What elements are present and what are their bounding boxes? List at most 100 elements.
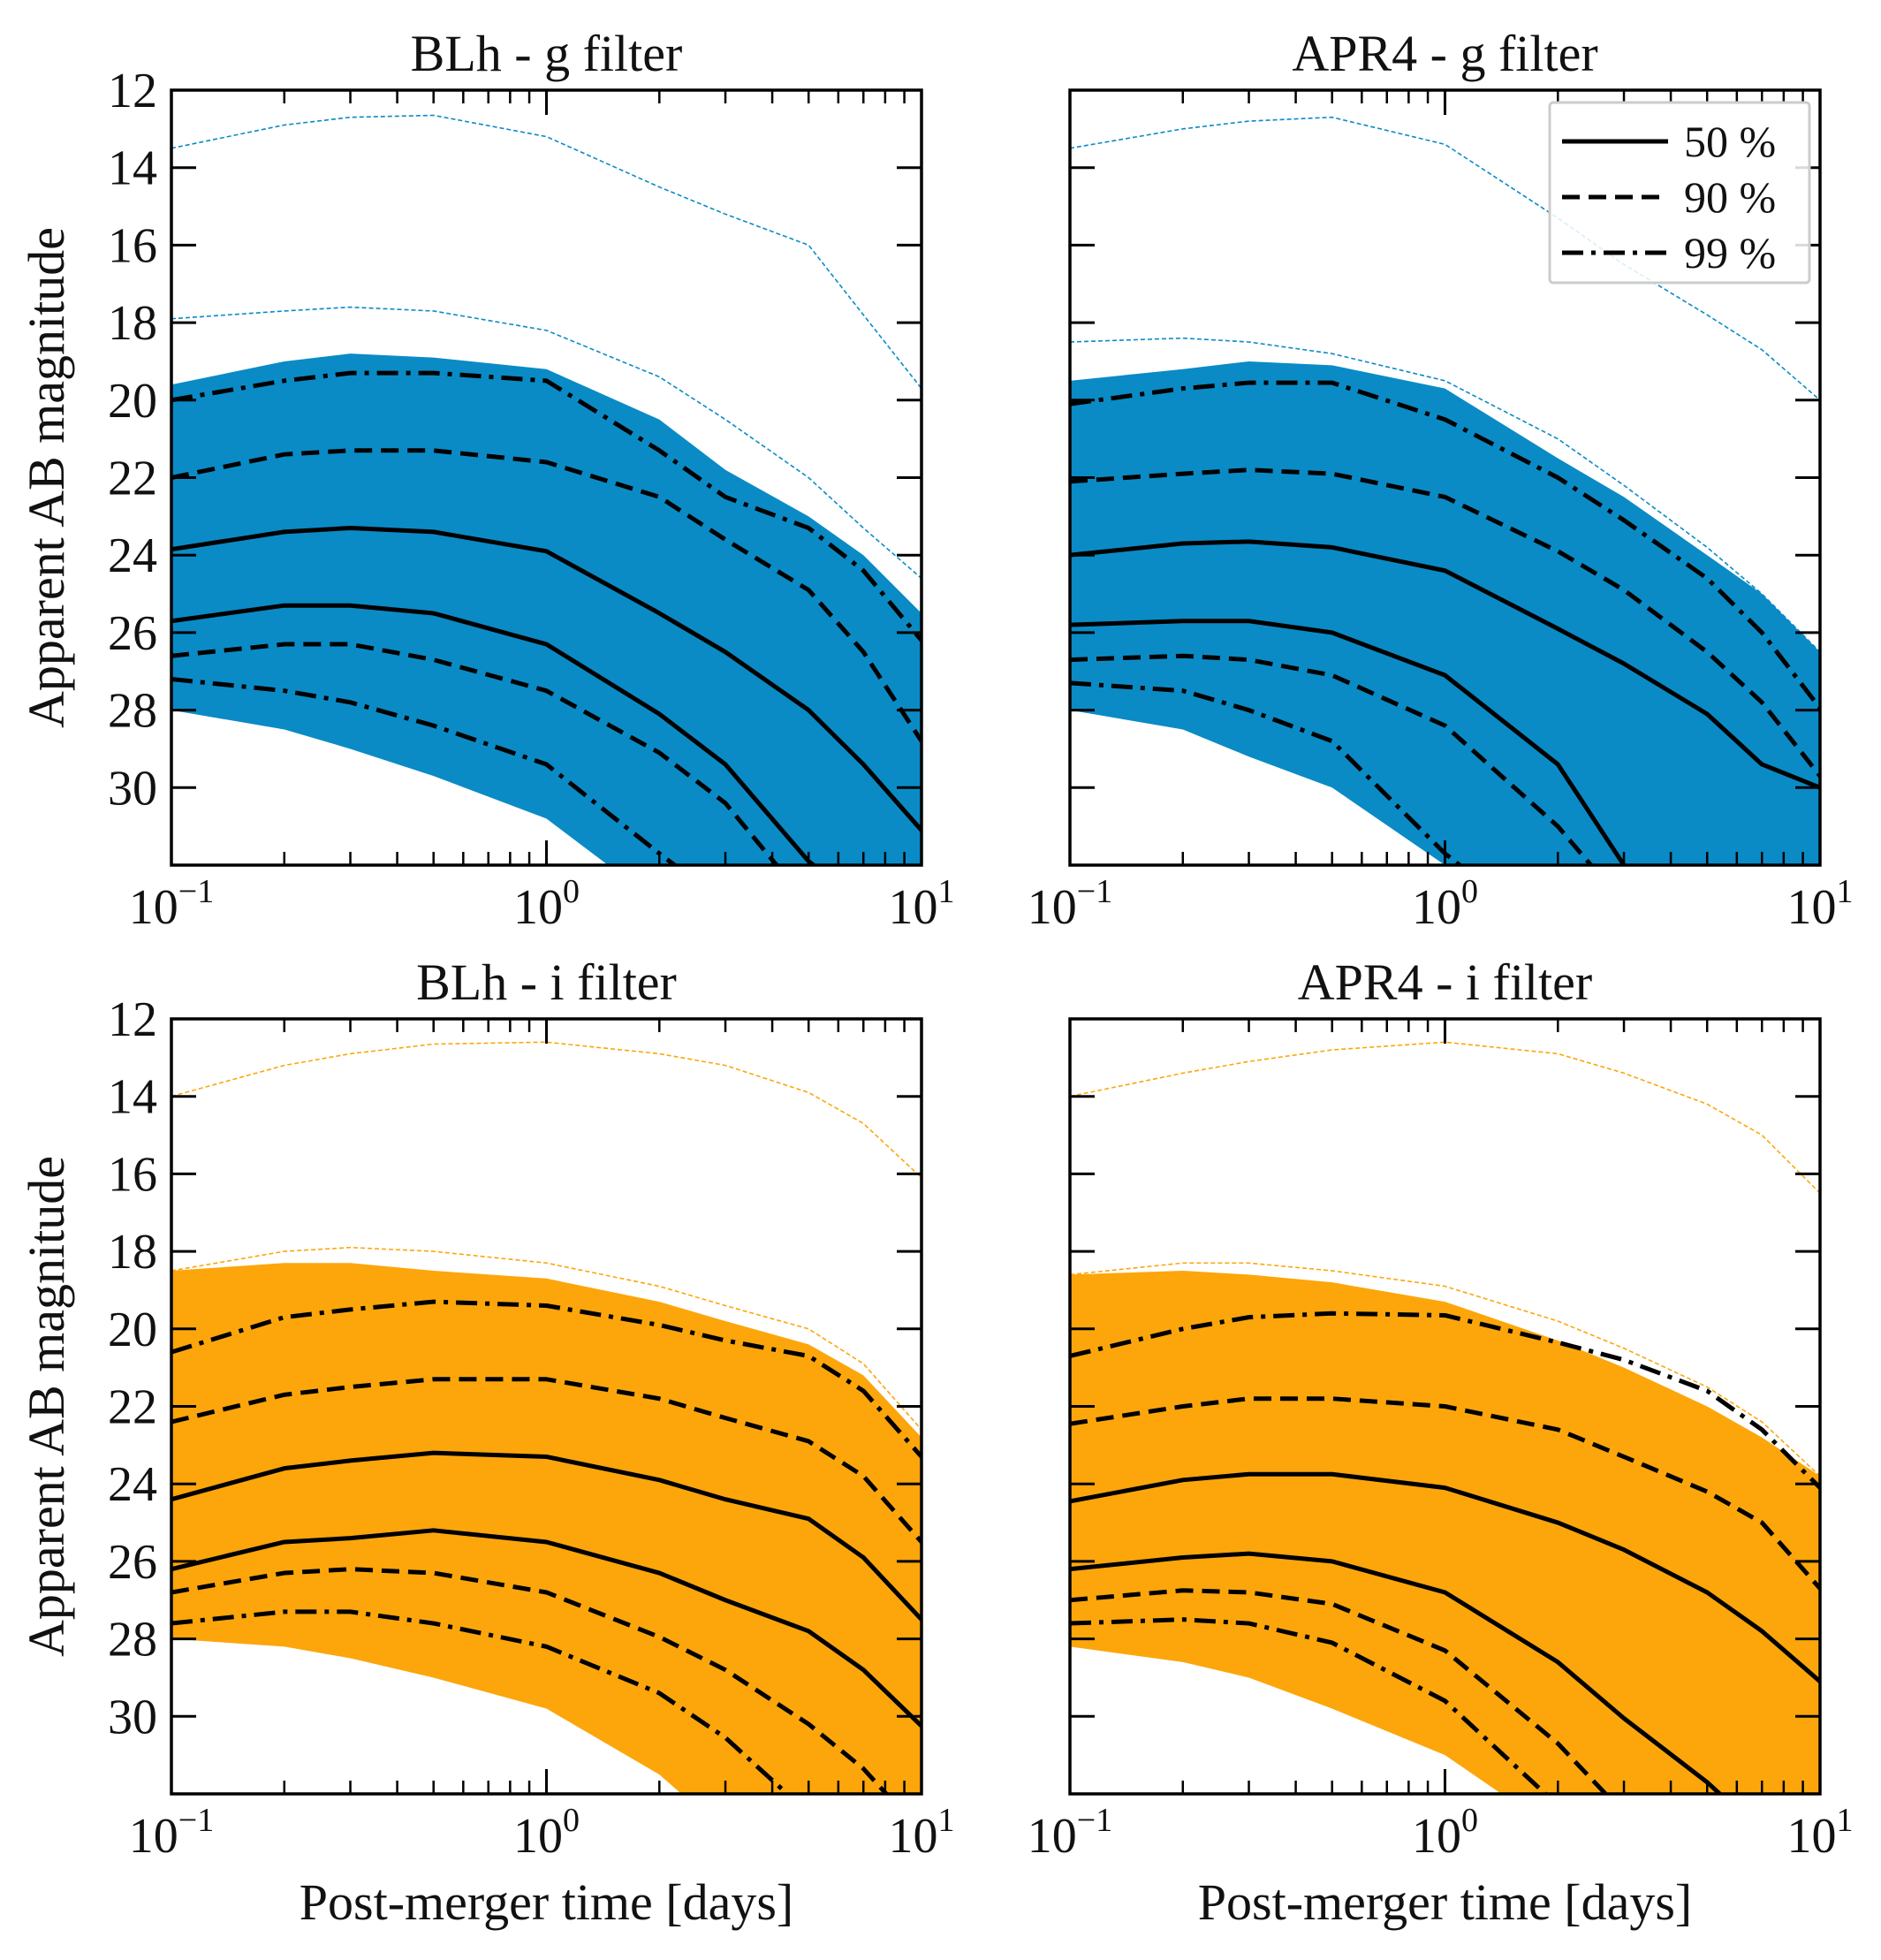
x-tick-label: 101	[889, 1802, 955, 1864]
x-tick-base: 10	[1412, 880, 1461, 935]
percentile-line	[171, 603, 817, 865]
x-tick-label: 10−1	[129, 1802, 214, 1864]
x-tick-base: 10	[513, 1809, 563, 1864]
y-tick-label: 24	[108, 1457, 157, 1512]
x-tick-exponent: −1	[178, 873, 214, 910]
y-tick-label: 20	[108, 1303, 157, 1357]
percentile-line	[1070, 1471, 1820, 1683]
x-tick-exponent: 0	[563, 1802, 580, 1839]
x-tick-exponent: 0	[563, 873, 580, 910]
x-tick-exponent: 1	[1837, 1802, 1854, 1839]
x-tick-label: 100	[513, 873, 580, 935]
x-tick-base: 10	[1028, 1809, 1077, 1864]
percentile-line	[171, 1567, 890, 1794]
x-tick-label: 100	[1412, 873, 1478, 935]
y-axis-label: Apparent AB magnitude	[18, 227, 75, 728]
light-curve-band	[1070, 361, 1820, 865]
y-tick-label: 18	[108, 1225, 157, 1280]
y-tick-label: 16	[108, 1147, 157, 1202]
x-tick-label: 10−1	[129, 873, 214, 935]
x-tick-label: 101	[1787, 873, 1854, 935]
plot-area	[1070, 116, 1820, 865]
plot-area	[1070, 1041, 1820, 1794]
x-tick-base: 10	[1412, 1809, 1461, 1864]
percentile-line	[171, 642, 780, 865]
legend-label: 99 %	[1684, 228, 1776, 277]
percentile-line	[171, 1528, 922, 1728]
light-curve	[171, 1041, 922, 1179]
percentile-line	[171, 1450, 922, 1622]
light-curve-band	[171, 1263, 922, 1794]
x-tick-label: 100	[513, 1802, 580, 1864]
y-tick-label: 12	[108, 992, 157, 1047]
x-tick-label: 101	[889, 873, 955, 935]
y-tick-label: 12	[108, 64, 157, 118]
x-tick-base: 10	[129, 880, 178, 935]
percentile-line	[1070, 619, 1627, 865]
x-tick-base: 10	[129, 1809, 178, 1864]
y-tick-label: 30	[108, 1690, 157, 1744]
x-tick-base: 10	[1028, 880, 1077, 935]
x-tick-exponent: −1	[1077, 873, 1112, 910]
light-curve	[171, 1246, 922, 1431]
x-tick-exponent: 0	[1461, 1802, 1478, 1839]
y-tick-label: 26	[108, 1535, 157, 1590]
y-tick-label: 26	[108, 606, 157, 661]
legend-label: 50 %	[1684, 117, 1776, 166]
light-curve	[171, 114, 922, 390]
x-tick-label: 101	[1787, 1802, 1854, 1864]
x-tick-exponent: 1	[1837, 873, 1854, 910]
x-tick-label: 10−1	[1028, 1802, 1112, 1864]
percentile-line	[1070, 467, 1820, 778]
light-curve	[1070, 116, 1820, 401]
percentile-line	[1070, 1396, 1820, 1591]
x-tick-exponent: 1	[938, 1802, 955, 1839]
legend-label: 90 %	[1684, 172, 1776, 222]
percentile-line	[171, 1299, 922, 1459]
y-tick-label: 24	[108, 528, 157, 583]
y-tick-label: 22	[108, 1380, 157, 1435]
percentile-line	[171, 1377, 922, 1544]
legend: 50 % 90 % 99 %	[1548, 101, 1811, 285]
light-curve-band	[1070, 1271, 1820, 1794]
y-tick-label: 20	[108, 374, 157, 429]
x-tick-exponent: −1	[1077, 1802, 1112, 1839]
panel-title: BLh - i filter	[416, 953, 677, 1011]
x-tick-base: 10	[889, 1809, 938, 1864]
percentile-line	[1070, 380, 1820, 710]
x-tick-exponent: 1	[938, 873, 955, 910]
percentile-line	[171, 677, 679, 865]
percentile-line	[1070, 1617, 1549, 1794]
x-tick-base: 10	[513, 880, 563, 935]
light-curve-band	[171, 353, 922, 865]
x-axis-label: Post-merger time [days]	[1198, 1873, 1692, 1931]
y-tick-label: 14	[108, 141, 157, 196]
x-tick-label: 100	[1412, 1802, 1478, 1864]
y-tick-label: 18	[108, 296, 157, 351]
x-tick-base: 10	[889, 880, 938, 935]
panel-title: BLh - g filter	[411, 25, 683, 82]
percentile-line	[171, 370, 922, 642]
panel-title: APR4 - i filter	[1298, 953, 1592, 1011]
plot-area	[171, 1041, 922, 1794]
x-tick-base: 10	[1787, 880, 1837, 935]
y-axis-label: Apparent AB magnitude	[18, 1156, 75, 1657]
percentile-line	[1070, 1588, 1609, 1794]
plot-area	[171, 114, 922, 865]
y-tick-label: 30	[108, 761, 157, 816]
y-tick-label: 16	[108, 218, 157, 273]
y-tick-label: 28	[108, 1613, 157, 1668]
x-tick-base: 10	[1787, 1809, 1837, 1864]
panel-title: APR4 - g filter	[1292, 25, 1597, 82]
percentile-line	[171, 526, 922, 832]
light-curve	[171, 306, 922, 580]
percentile-line	[171, 448, 922, 743]
y-tick-label: 28	[108, 684, 157, 739]
legend-box	[1548, 101, 1811, 285]
percentile-line	[1070, 1551, 1724, 1794]
x-tick-exponent: 0	[1461, 873, 1478, 910]
